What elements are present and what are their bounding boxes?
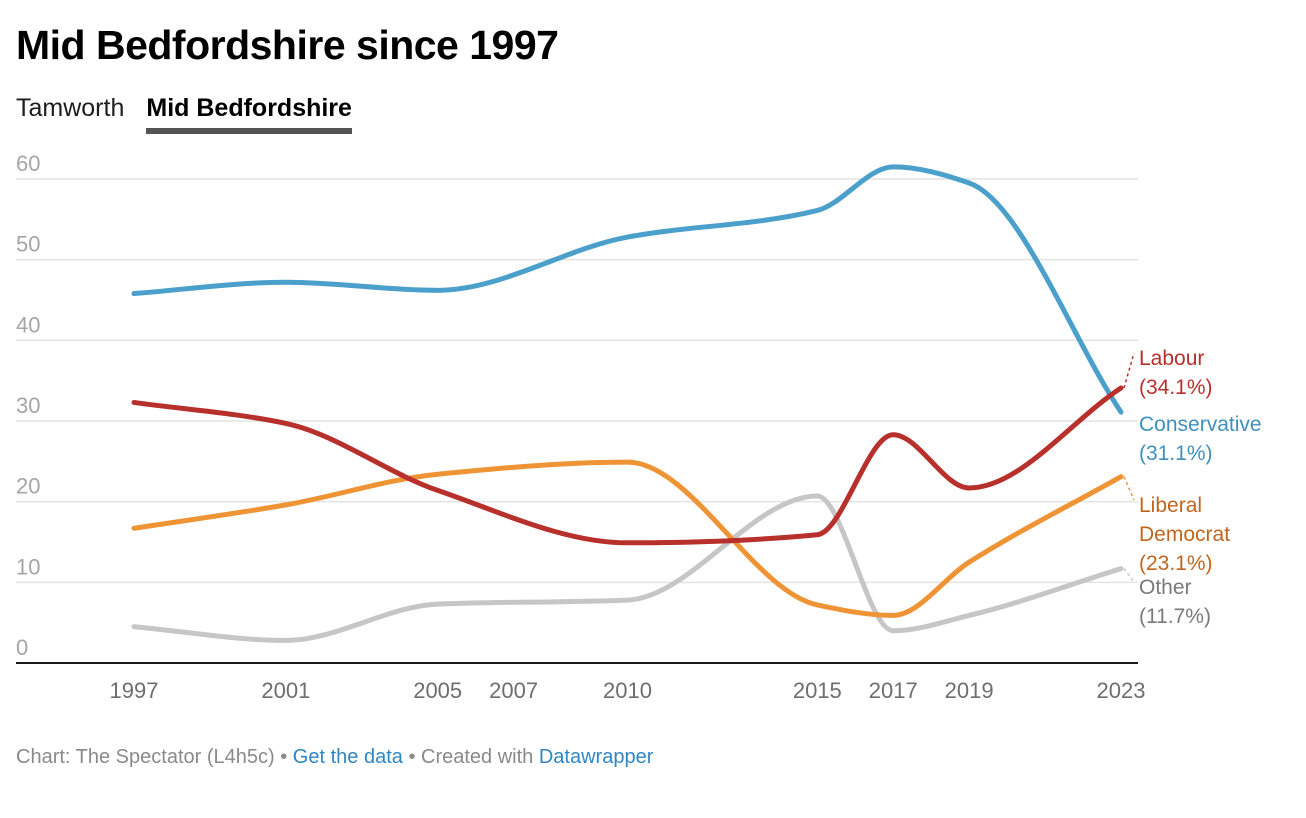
constituency-tabs: Tamworth Mid Bedfordshire [16,94,352,134]
tab-mid-bedfordshire[interactable]: Mid Bedfordshire [146,94,352,134]
x-tick-label: 2005 [413,678,462,703]
get-the-data-link[interactable]: Get the data [292,746,403,768]
x-tick-label: 2001 [261,678,310,703]
chart-credit: Chart: The Spectator (L4h5c) [16,746,275,768]
x-axis: 1997 2001 2005 2007 2010 2015 2017 2019 2023 [16,662,1146,703]
end-label-other: Other (11.7%) [1139,576,1211,628]
series-line-labour [131,385,1124,546]
end-label-value: (23.1%) [1139,552,1213,575]
chart-footer: Chart: The Spectator (L4h5c) • Get the d… [16,746,653,769]
x-tick-label: 2007 [489,678,538,703]
line-chart: 0 10 20 30 40 50 60 1997 2001 2005 2007 2010 2015 20… [16,151,1262,703]
end-label-value: (34.1%) [1139,376,1213,399]
end-label-labour: Labour (34.1%) [1139,347,1213,399]
end-label-conservative: Conservative (31.1%) [1139,413,1262,465]
series-lines [131,164,1124,643]
y-tick-label: 10 [16,554,40,579]
y-tick-label: 40 [16,312,40,337]
y-axis: 0 10 20 30 40 50 60 [16,151,40,660]
x-tick-label: 2023 [1097,678,1146,703]
end-label-value: (31.1%) [1139,442,1213,465]
label-connector-labour [1123,352,1135,389]
end-label-name: Labour [1139,347,1204,370]
y-tick-label: 0 [16,635,28,660]
end-label-name: Liberal [1139,494,1202,517]
series-line-conservative [131,164,1124,415]
x-tick-label: 2017 [869,678,918,703]
y-tick-label: 60 [16,151,40,176]
datawrapper-link[interactable]: Datawrapper [538,746,654,768]
footer-separator: • [280,746,288,768]
label-connector-other [1123,568,1135,583]
end-label-name: Democrat [1139,523,1230,546]
label-connector-liberal-democrat [1123,476,1135,501]
chart-title: Mid Bedfordshire since 1997 [16,22,559,68]
gridlines [16,178,1138,584]
x-tick-label: 2019 [945,678,994,703]
tab-tamworth[interactable]: Tamworth [16,94,125,122]
x-tick-label: 2010 [603,678,652,703]
series-line-liberal-democrat [131,459,1124,618]
y-tick-label: 20 [16,474,40,499]
x-tick-label: 2015 [793,678,842,703]
y-tick-label: 50 [16,232,40,257]
footer-separator: • [408,746,416,768]
series-end-labels: Labour (34.1%) Conservative (31.1%) Liberal D… [1123,347,1262,628]
end-label-name: Conservative [1139,413,1262,436]
series-line-other [131,493,1124,643]
end-label-name: Other [1139,576,1192,599]
end-label-liberal-democrat: Liberal Democrat (23.1%) [1139,494,1230,575]
created-with-text: Created with [421,746,534,768]
y-tick-label: 30 [16,393,40,418]
end-label-value: (11.7%) [1139,605,1211,628]
x-tick-label: 1997 [110,678,159,703]
